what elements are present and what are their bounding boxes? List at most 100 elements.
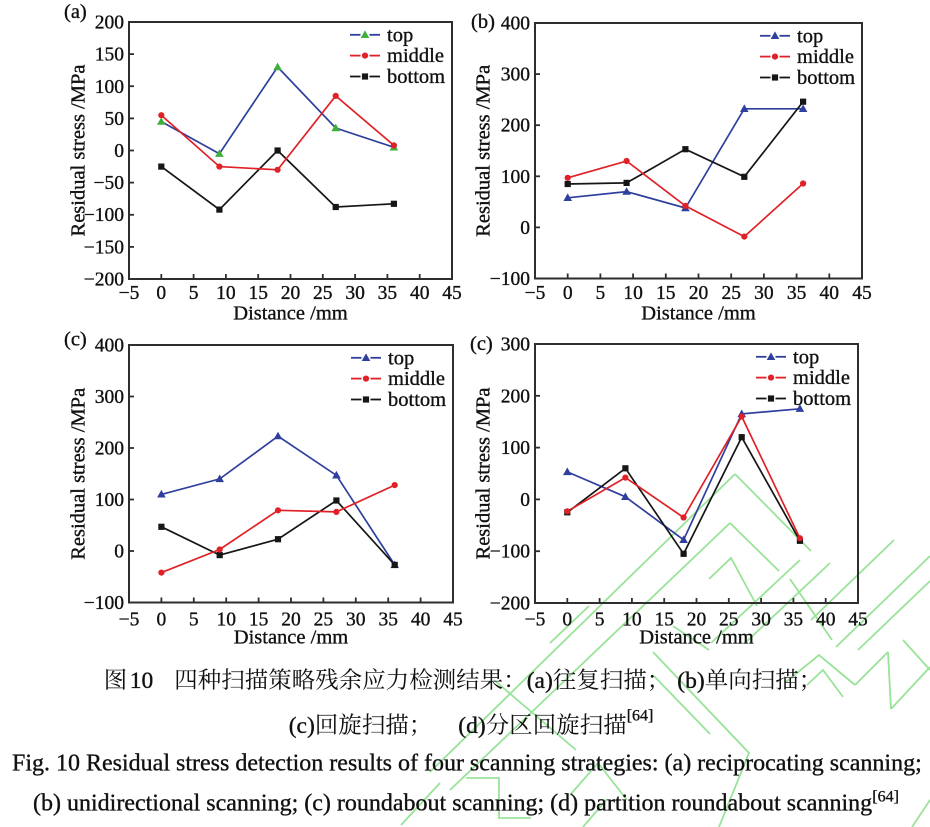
svg-text:bottom: bottom — [797, 67, 855, 89]
svg-text:0: 0 — [563, 283, 573, 304]
svg-text:Distance /mm: Distance /mm — [234, 627, 348, 649]
svg-text:−100: −100 — [490, 542, 530, 563]
svg-text:top: top — [387, 24, 413, 46]
svg-text:10: 10 — [130, 668, 154, 694]
svg-text:100: 100 — [95, 490, 124, 511]
svg-text:(b): (b) — [677, 668, 704, 694]
svg-text:Residual stress /MPa: Residual stress /MPa — [68, 388, 90, 560]
svg-text:20: 20 — [281, 610, 301, 631]
svg-text:0: 0 — [520, 490, 530, 511]
svg-text:45: 45 — [848, 610, 868, 631]
svg-text:100: 100 — [95, 77, 124, 98]
svg-text:45: 45 — [852, 283, 872, 304]
svg-text:30: 30 — [754, 283, 774, 304]
svg-text:5: 5 — [189, 610, 199, 631]
svg-text:0: 0 — [157, 610, 167, 631]
svg-text:−5: −5 — [525, 610, 546, 631]
svg-text:bottom: bottom — [387, 66, 445, 88]
svg-text:300: 300 — [501, 65, 530, 86]
svg-text:Distance /mm: Distance /mm — [233, 303, 347, 325]
svg-text:−150: −150 — [84, 237, 124, 258]
svg-text:50: 50 — [105, 109, 125, 130]
svg-text:15: 15 — [248, 283, 268, 304]
svg-text:5: 5 — [596, 283, 606, 304]
svg-text:15: 15 — [249, 610, 269, 631]
svg-text:10: 10 — [623, 283, 643, 304]
svg-text:20: 20 — [689, 283, 709, 304]
svg-text:0: 0 — [156, 283, 166, 304]
svg-text:middle: middle — [388, 368, 445, 390]
svg-text:200: 200 — [501, 116, 530, 137]
svg-text:25: 25 — [314, 610, 334, 631]
svg-text:10: 10 — [622, 610, 642, 631]
svg-text:30: 30 — [345, 283, 365, 304]
svg-text:30: 30 — [346, 610, 366, 631]
svg-text:bottom: bottom — [388, 389, 446, 411]
svg-text:Residual stress /MPa: Residual stress /MPa — [68, 65, 90, 237]
svg-text:−100: −100 — [490, 269, 530, 290]
svg-text:200: 200 — [501, 386, 530, 407]
svg-text:45: 45 — [442, 283, 462, 304]
svg-text:[64]: [64] — [627, 708, 654, 725]
svg-text:5: 5 — [595, 610, 605, 631]
svg-text:40: 40 — [411, 610, 431, 631]
svg-text:−50: −50 — [94, 173, 125, 194]
svg-text:middle: middle — [387, 45, 444, 67]
svg-text:(a): (a) — [527, 668, 553, 694]
svg-text:200: 200 — [95, 439, 124, 460]
svg-text:0: 0 — [114, 141, 124, 162]
svg-text:(c): (c) — [289, 713, 315, 739]
svg-text:15: 15 — [654, 610, 674, 631]
svg-text:100: 100 — [501, 167, 530, 188]
svg-text:0: 0 — [562, 610, 572, 631]
svg-text:[64]: [64] — [872, 789, 899, 806]
svg-text:Distance /mm: Distance /mm — [641, 303, 755, 325]
svg-text:300: 300 — [95, 387, 124, 408]
svg-text:15: 15 — [656, 283, 676, 304]
svg-text:10: 10 — [216, 283, 236, 304]
svg-text:5: 5 — [189, 283, 199, 304]
svg-text:(c): (c) — [470, 333, 493, 355]
svg-text:−5: −5 — [119, 610, 140, 631]
svg-text:400: 400 — [501, 14, 530, 35]
svg-text:middle: middle — [793, 367, 850, 389]
svg-text:40: 40 — [816, 610, 836, 631]
svg-text:−5: −5 — [119, 283, 140, 304]
svg-text:−100: −100 — [84, 593, 124, 614]
svg-text:Residual stress /MPa: Residual stress /MPa — [473, 65, 495, 237]
svg-text:100: 100 — [501, 438, 530, 459]
svg-text:30: 30 — [751, 610, 771, 631]
svg-text:−200: −200 — [84, 270, 124, 291]
svg-text:25: 25 — [719, 610, 739, 631]
svg-text:35: 35 — [378, 283, 398, 304]
svg-text:(a): (a) — [64, 1, 87, 23]
svg-text:20: 20 — [687, 610, 707, 631]
svg-text:top: top — [797, 25, 823, 47]
svg-text:−5: −5 — [525, 283, 546, 304]
svg-text:400: 400 — [95, 336, 124, 357]
svg-text:35: 35 — [784, 610, 804, 631]
svg-text:(b): (b) — [471, 11, 495, 33]
svg-text:150: 150 — [95, 45, 124, 66]
svg-text:35: 35 — [787, 283, 807, 304]
svg-text:25: 25 — [313, 283, 333, 304]
svg-text:300: 300 — [501, 335, 530, 356]
svg-text:−200: −200 — [490, 594, 530, 615]
svg-text:25: 25 — [721, 283, 741, 304]
svg-text:bottom: bottom — [793, 388, 851, 410]
svg-text:Fig. 10 Residual stress detect: Fig. 10 Residual stress detection result… — [12, 751, 922, 777]
svg-text:10: 10 — [216, 610, 236, 631]
svg-text:middle: middle — [797, 46, 854, 68]
svg-text:(c): (c) — [64, 329, 87, 351]
svg-text:45: 45 — [443, 610, 463, 631]
svg-text:0: 0 — [520, 218, 530, 239]
svg-text:0: 0 — [114, 542, 124, 563]
svg-text:40: 40 — [410, 283, 430, 304]
svg-text:40: 40 — [820, 283, 840, 304]
svg-text:20: 20 — [281, 283, 301, 304]
svg-text:200: 200 — [95, 13, 124, 34]
svg-text:(d): (d) — [458, 713, 485, 739]
svg-text:Distance /mm: Distance /mm — [639, 627, 753, 649]
svg-text:Residual stress /MPa: Residual stress /MPa — [473, 388, 495, 560]
svg-text:−100: −100 — [84, 205, 124, 226]
